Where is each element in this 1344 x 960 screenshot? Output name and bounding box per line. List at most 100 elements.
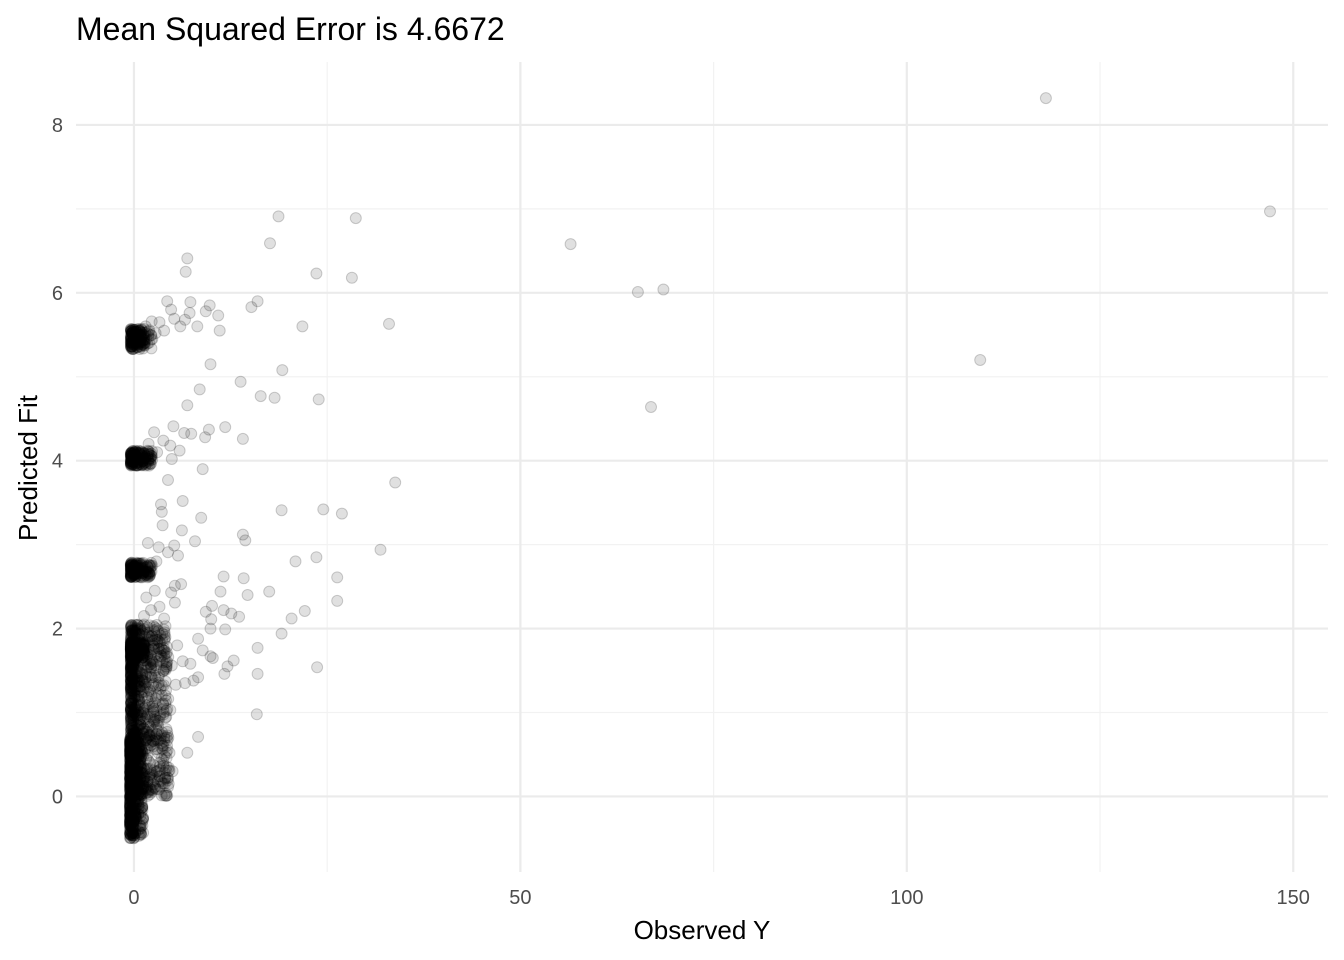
data-point <box>140 563 153 576</box>
data-point <box>132 447 145 460</box>
data-point <box>127 447 140 460</box>
data-point <box>128 324 141 336</box>
data-points <box>124 92 1276 845</box>
y-tick-label: 8 <box>52 115 63 137</box>
data-point <box>137 643 150 656</box>
data-point <box>127 566 140 579</box>
data-point <box>132 564 145 577</box>
data-point <box>141 569 154 582</box>
data-point <box>125 325 138 337</box>
data-point <box>128 334 141 347</box>
data-point <box>142 718 155 731</box>
data-point <box>127 645 140 658</box>
data-point <box>131 459 144 472</box>
data-point <box>132 323 145 335</box>
data-point <box>126 451 139 463</box>
data-point <box>126 684 139 697</box>
data-point <box>189 535 201 548</box>
data-point <box>135 571 148 584</box>
data-point <box>126 326 139 339</box>
data-point <box>138 447 151 460</box>
data-point <box>131 338 144 351</box>
data-point <box>132 723 145 736</box>
data-point <box>125 649 138 662</box>
data-point <box>125 635 138 648</box>
data-point <box>219 623 232 636</box>
data-point <box>133 452 146 465</box>
data-point <box>127 324 140 337</box>
data-point <box>125 451 138 464</box>
data-point <box>130 326 143 338</box>
data-point <box>139 725 152 738</box>
data-point <box>125 647 138 660</box>
data-point <box>125 564 138 577</box>
data-point <box>140 732 153 745</box>
data-point <box>134 719 147 731</box>
data-point <box>124 638 137 651</box>
data-point <box>125 446 138 459</box>
data-point <box>125 457 138 470</box>
data-point <box>131 451 144 464</box>
data-point <box>128 675 141 688</box>
data-point <box>134 328 147 341</box>
data-point <box>150 555 163 568</box>
data-point <box>138 333 151 346</box>
data-point <box>125 453 138 466</box>
data-point <box>125 648 137 661</box>
data-point <box>124 643 137 656</box>
data-point <box>149 782 162 795</box>
data-point <box>130 639 143 652</box>
data-point <box>133 325 146 338</box>
data-point <box>126 651 139 664</box>
data-point <box>126 746 139 759</box>
data-point <box>139 734 152 747</box>
data-point <box>125 647 137 660</box>
data-point <box>129 635 142 648</box>
data-point <box>134 335 147 348</box>
data-point <box>124 738 137 751</box>
data-point <box>153 711 166 723</box>
data-point <box>125 455 137 468</box>
data-point <box>130 690 143 703</box>
data-point <box>126 458 139 470</box>
data-point <box>125 714 138 726</box>
data-point <box>125 645 138 658</box>
data-point <box>126 639 138 652</box>
data-point <box>128 446 140 459</box>
data-point <box>127 561 140 574</box>
data-point <box>125 639 138 652</box>
data-point <box>138 336 151 349</box>
data-point <box>145 447 158 460</box>
data-point <box>130 562 143 575</box>
data-point <box>126 751 138 764</box>
data-point <box>138 675 151 688</box>
data-point <box>132 452 145 465</box>
data-point <box>143 559 156 572</box>
data-point <box>130 680 142 693</box>
data-point <box>158 324 171 337</box>
data-point <box>128 645 140 658</box>
data-point <box>136 558 149 570</box>
data-point <box>199 305 212 318</box>
data-point <box>127 639 140 652</box>
data-point <box>245 301 258 314</box>
data-point <box>130 651 143 664</box>
data-point <box>130 651 143 664</box>
data-point <box>125 772 138 785</box>
data-point <box>127 634 140 647</box>
data-point <box>149 722 162 734</box>
data-point <box>127 452 140 465</box>
data-point <box>124 570 137 583</box>
data-point <box>564 238 577 251</box>
data-point <box>142 325 155 338</box>
data-point <box>124 339 137 352</box>
data-point <box>144 452 157 464</box>
data-point <box>126 323 139 336</box>
data-point <box>126 558 139 571</box>
data-point <box>125 457 137 469</box>
data-point <box>127 454 140 467</box>
data-point <box>127 659 140 672</box>
data-point <box>125 650 137 663</box>
data-point <box>168 312 181 325</box>
data-point <box>126 326 139 339</box>
